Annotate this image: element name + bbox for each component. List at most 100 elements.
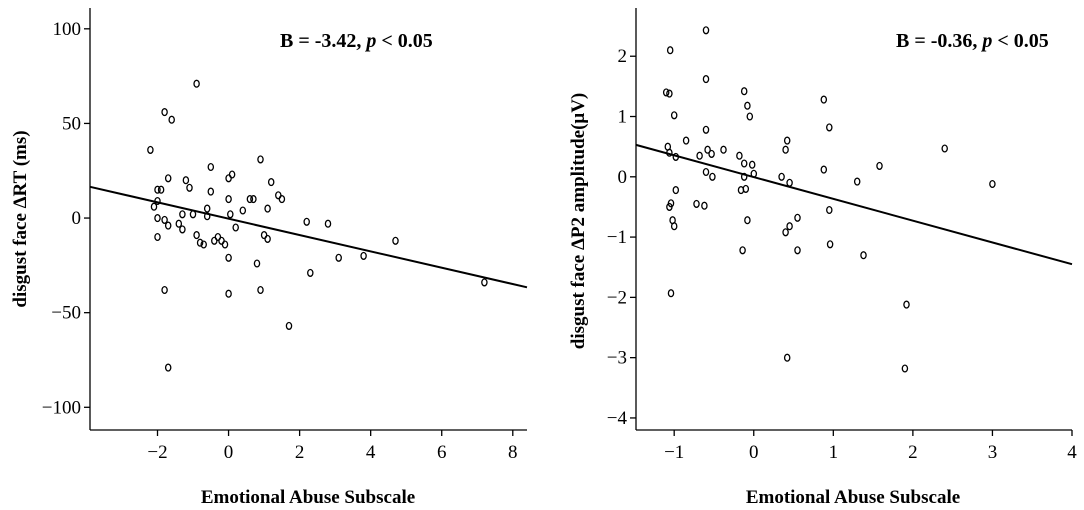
left-data-point: [154, 185, 161, 194]
right-x-axis-title: Emotional Abuse Subscale: [746, 487, 960, 508]
left-data-point: [250, 195, 257, 204]
left-y-axis-title: disgust face ΔRT (ms): [10, 130, 31, 307]
left-y-ticks: −100 −50 0 50 100: [42, 19, 90, 418]
right-data-point: [742, 184, 750, 193]
panel-left: −2 0 2 4 6 8 −100 −50 0 50 100 B = -3.42, p < 0.0…: [10, 8, 528, 508]
right-data-point: [744, 216, 751, 225]
right-data-point: [820, 95, 828, 104]
left-data-point: [175, 219, 183, 228]
left-y-tick-label: 50: [62, 113, 81, 134]
right-x-tick-label: 4: [1067, 442, 1077, 463]
left-data-point: [303, 217, 310, 226]
left-data-point: [267, 178, 275, 187]
right-data-point: [826, 205, 833, 215]
right-annotation: B = -0.36, p < 0.05: [896, 30, 1049, 52]
left-data-point: [200, 240, 207, 249]
right-annotation-rest: < 0.05: [992, 30, 1048, 52]
right-x-tick-label: 2: [908, 442, 918, 463]
left-x-tick-label: 6: [437, 442, 447, 463]
left-data-point: [360, 251, 367, 260]
left-data-point: [150, 202, 158, 211]
left-annotation-rest: < 0.05: [376, 30, 432, 52]
right-data-point: [708, 149, 715, 158]
right-data-point: [696, 151, 703, 160]
left-data-point: [225, 253, 232, 262]
left-data-point: [481, 278, 488, 287]
right-y-axis-title: disgust face ΔP2 amplitude(μV): [568, 93, 589, 349]
right-data-point: [702, 26, 710, 35]
right-data-point: [903, 300, 910, 309]
left-data-point: [168, 115, 175, 124]
right-data-point: [746, 112, 754, 121]
right-data-point: [720, 145, 727, 154]
right-y-tick-label: 1: [618, 107, 628, 128]
left-data-point: [260, 231, 268, 240]
right-x-ticks: −1 0 1 2 3 4: [664, 430, 1077, 463]
right-data-point: [794, 213, 801, 222]
right-data-point: [876, 161, 883, 170]
right-y-tick-label: 0: [618, 167, 628, 188]
right-data-point: [736, 151, 743, 160]
left-data-point: [147, 145, 154, 154]
right-annotation-coef: B = -0.36,: [896, 30, 982, 52]
left-data-point: [164, 174, 172, 183]
left-data-point: [285, 321, 293, 330]
left-y-tick-label: 100: [53, 19, 82, 40]
left-data-point: [154, 232, 161, 242]
right-data-point: [941, 144, 948, 153]
left-data-point: [257, 285, 264, 295]
right-data-point: [672, 186, 680, 195]
left-annotation-coef: B = -3.42,: [280, 30, 366, 52]
right-data-point: [701, 201, 708, 210]
right-data-point: [782, 145, 789, 154]
left-annotation-p: p: [364, 30, 376, 52]
left-data-point: [179, 210, 186, 219]
left-data-point: [227, 210, 234, 219]
right-x-tick-label: 0: [749, 442, 759, 463]
left-data-point: [335, 253, 342, 262]
right-data-point: [748, 160, 756, 169]
left-y-tick-label: −50: [51, 303, 81, 324]
left-y-tick-label: 0: [72, 208, 82, 229]
left-regression-line: [89, 185, 528, 289]
left-x-tick-label: 8: [508, 442, 518, 463]
left-data-point: [278, 195, 286, 204]
right-data-point: [704, 145, 711, 154]
right-x-tick-label: −1: [664, 442, 684, 463]
left-data-point: [179, 225, 186, 234]
right-annotation-p: p: [980, 30, 992, 52]
right-data-point: [860, 251, 867, 260]
left-y-tick-label: −100: [42, 397, 81, 418]
right-data-point: [667, 289, 675, 298]
right-data-point: [666, 46, 674, 55]
right-data-point: [786, 178, 793, 187]
right-y-tick-label: −2: [607, 287, 627, 308]
left-data-point: [264, 204, 271, 213]
left-data-point: [164, 363, 172, 372]
right-data-point: [826, 123, 833, 132]
right-data-point: [778, 172, 785, 181]
left-data-point: [161, 108, 168, 117]
right-data-point: [786, 222, 793, 231]
right-data-point: [702, 125, 710, 134]
left-data-point: [203, 204, 211, 213]
right-data-point: [702, 75, 710, 84]
right-data-point: [666, 89, 673, 98]
right-data-point: [693, 199, 700, 208]
left-data-point: [218, 236, 225, 245]
right-data-point: [901, 364, 909, 373]
right-data-point: [740, 172, 748, 181]
right-data-point: [826, 240, 834, 249]
left-data-point: [186, 183, 193, 192]
right-data-point: [794, 246, 801, 255]
right-y-ticks: −4 −3 −2 −1 0 1 2: [607, 46, 636, 429]
left-data-point: [154, 214, 161, 223]
left-data-point: [196, 238, 204, 247]
right-data-point: [989, 179, 996, 189]
left-data-point: [207, 187, 215, 196]
right-data-point: [670, 222, 678, 231]
left-annotation: B = -3.42, p < 0.05: [280, 30, 433, 52]
right-data-point: [740, 87, 748, 96]
left-points-group: [147, 79, 488, 372]
